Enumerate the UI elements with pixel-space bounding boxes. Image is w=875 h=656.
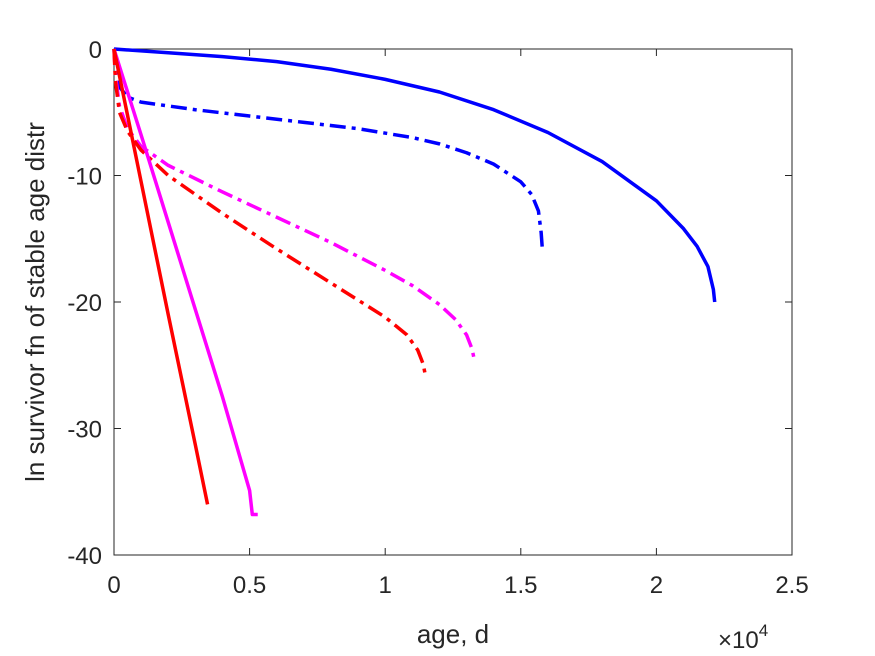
series-line-6: [112, 48, 210, 505]
y-axis-label: ln survivor fn of stable age distr: [20, 122, 50, 482]
series-line-1: [113, 47, 717, 303]
y-tick-label: -10: [67, 164, 102, 191]
series-group: [112, 47, 717, 517]
y-tick-label: -40: [67, 543, 102, 570]
plot-area: [113, 48, 793, 556]
x-axis-label: age, d: [417, 619, 489, 649]
series-line-4: [112, 48, 428, 379]
x-tick-label: 0: [107, 572, 120, 599]
series-line-5: [112, 48, 258, 517]
x-tick-label: 2: [650, 572, 663, 599]
x-tick-label: 2.5: [775, 572, 808, 599]
y-tick-label: -30: [67, 417, 102, 444]
y-tick-label: -20: [67, 290, 102, 317]
axes-group: 0 0.5 1 1.5 2 2.5 0 -10 -20 -30 -40: [67, 37, 808, 599]
x-tick-label: 1.5: [504, 572, 537, 599]
x-tick-label: 0.5: [233, 572, 266, 599]
x-multiplier-label: ×104: [718, 621, 768, 654]
x-tick-label: 1: [379, 572, 392, 599]
y-tick-label: 0: [89, 37, 102, 64]
